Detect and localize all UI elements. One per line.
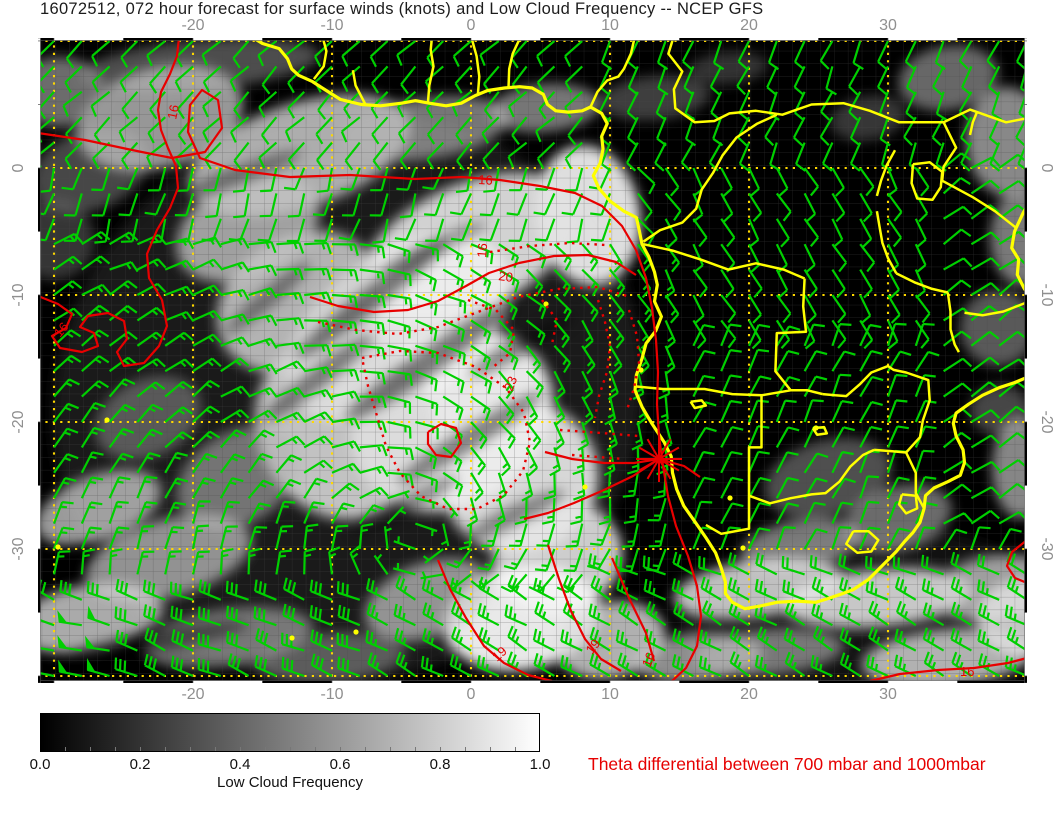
wind-barbs xyxy=(38,40,1027,678)
forecast-map: 16 16 16 20 16 23 19 19 16 16 xyxy=(35,35,1030,686)
axis-tick-label: 20 xyxy=(740,17,758,34)
colorbar-minor-tick xyxy=(340,747,341,751)
axis-tick-label: 30 xyxy=(879,686,897,703)
colorbar-minor-tick xyxy=(65,747,66,751)
axis-tick-label: -30 xyxy=(1038,537,1055,561)
contour-label: 16 xyxy=(960,664,974,679)
colorbar-minor-tick xyxy=(140,747,141,751)
colorbar-minor-tick xyxy=(90,747,91,751)
axis-tick-label: 0 xyxy=(466,17,476,34)
axis-tick-label: 20 xyxy=(740,686,758,703)
contour-label: 16 xyxy=(474,243,490,259)
graticule-mesh xyxy=(38,38,1027,683)
contour-label: 16 xyxy=(478,172,493,188)
colorbar-minor-tick xyxy=(115,747,116,751)
colorbar-minor-tick xyxy=(215,747,216,751)
colorbar-minor-tick xyxy=(240,747,241,751)
axis-tick-label: -10 xyxy=(1038,283,1055,307)
axis-tick-label: -20 xyxy=(181,17,205,34)
colorbar-tick-label: 1.0 xyxy=(529,756,551,773)
colorbar-tick-label: 0.6 xyxy=(329,756,351,773)
axis-tick-label: -20 xyxy=(1038,410,1055,434)
colorbar-minor-tick xyxy=(365,747,366,751)
colorbar-minor-tick xyxy=(440,747,441,751)
colorbar-minor-tick xyxy=(390,747,391,751)
axis-tick-label: 10 xyxy=(601,17,619,34)
contour-label: 16 xyxy=(164,103,182,120)
colorbar-minor-tick xyxy=(515,747,516,751)
site-star-marker xyxy=(636,436,682,482)
colorbar-minor-tick xyxy=(465,747,466,751)
africa-geography xyxy=(55,38,1027,641)
plot-title: 16072512, 072 hour forecast for surface … xyxy=(40,0,764,18)
colorbar-tick-label: 0.4 xyxy=(229,756,251,773)
colorbar-minor-tick xyxy=(490,747,491,751)
colorbar-minor-tick xyxy=(290,747,291,751)
axis-tick-label: -10 xyxy=(320,686,344,703)
colorbar-tick-label: 0.0 xyxy=(29,756,51,773)
colorbar-minor-tick xyxy=(265,747,266,751)
latlon-gridlines xyxy=(38,38,1027,683)
colorbar-minor-tick xyxy=(315,747,316,751)
axis-tick-label: 0 xyxy=(466,686,476,703)
axis-tick-label: -10 xyxy=(320,17,344,34)
colorbar xyxy=(40,713,540,752)
colorbar-caption: Low Cloud Frequency xyxy=(217,774,363,791)
colorbar-minor-tick xyxy=(190,747,191,751)
colorbar-minor-tick xyxy=(415,747,416,751)
axis-tick-label: 10 xyxy=(601,686,619,703)
axis-tick-label: 0 xyxy=(10,163,27,173)
theta-annotation: Theta differential between 700 mbar and … xyxy=(588,754,986,774)
contour-label: 20 xyxy=(498,268,514,285)
axis-tick-label: -30 xyxy=(10,537,27,561)
axis-tick-label: 0 xyxy=(1038,163,1055,173)
colorbar-tick-label: 0.8 xyxy=(429,756,451,773)
axis-tick-label: -20 xyxy=(10,410,27,434)
colorbar-tick-label: 0.2 xyxy=(129,756,151,773)
colorbar-minor-tick xyxy=(165,747,166,751)
axis-tick-label: -20 xyxy=(181,686,205,703)
axis-tick-label: -10 xyxy=(10,283,27,307)
axis-tick-label: 30 xyxy=(879,17,897,34)
contour-label: 23 xyxy=(501,374,520,393)
contour-label: 16 xyxy=(639,650,658,669)
